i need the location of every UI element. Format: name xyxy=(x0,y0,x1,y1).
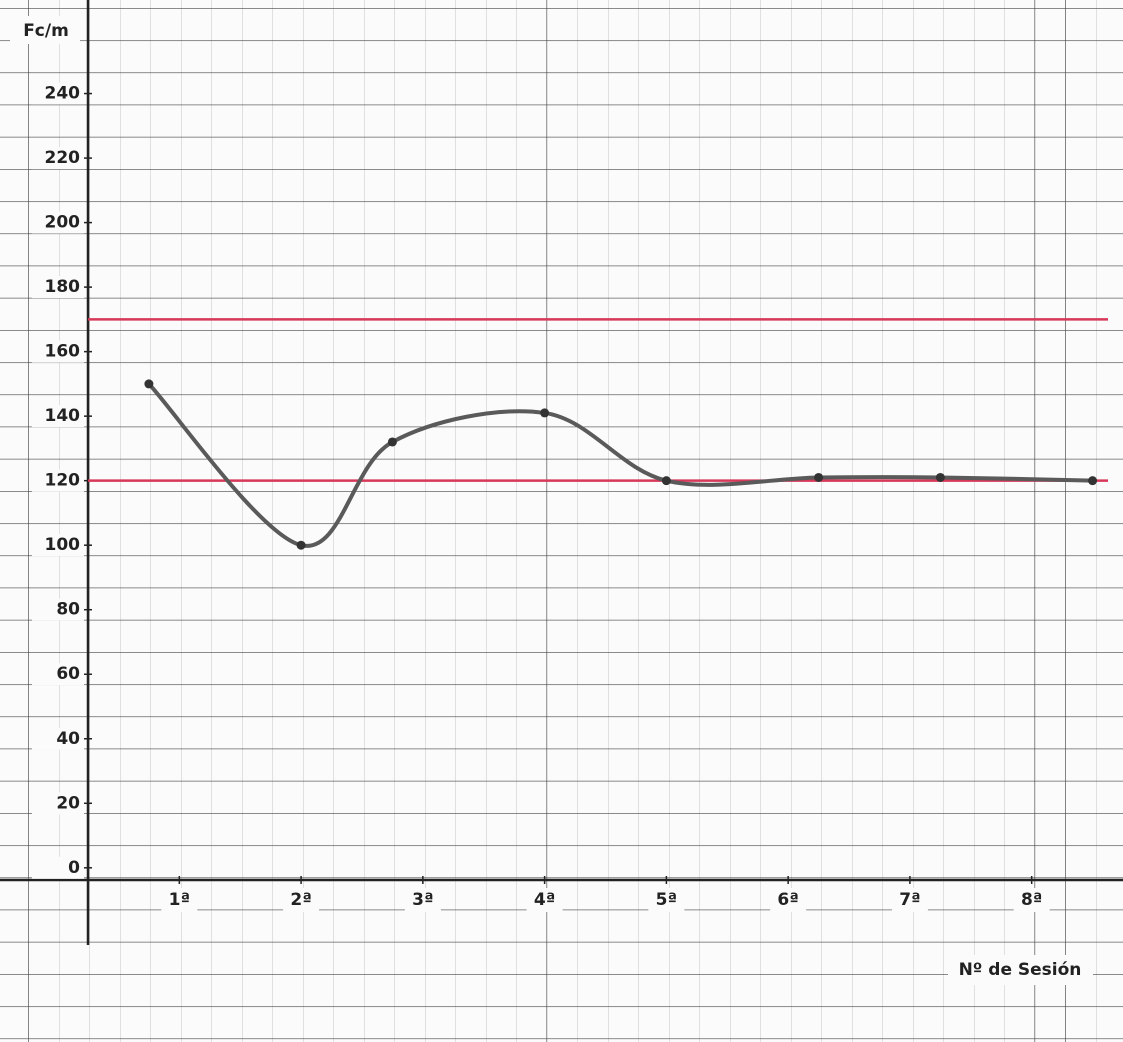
label-bg xyxy=(32,340,84,363)
x-tick-label: 4ª xyxy=(534,890,555,910)
data-point xyxy=(144,379,154,389)
data-point xyxy=(814,472,824,482)
data-point xyxy=(1088,476,1098,486)
data-point xyxy=(387,437,397,447)
label-bg xyxy=(283,888,320,912)
data-point xyxy=(661,476,671,486)
label-bg xyxy=(32,534,84,557)
label-bg xyxy=(32,276,84,299)
x-tick-label: 5ª xyxy=(656,890,677,910)
label-bg xyxy=(32,727,84,750)
y-tick-label: 80 xyxy=(56,600,80,620)
label-bg xyxy=(770,888,807,912)
y-tick-label: 100 xyxy=(45,535,81,555)
y-tick-label: 120 xyxy=(45,471,81,491)
x-tick-label: 7ª xyxy=(899,890,920,910)
y-tick-label: 0 xyxy=(68,858,80,878)
label-bg xyxy=(32,405,84,428)
y-tick-label: 200 xyxy=(45,213,81,233)
x-tick-label: 8ª xyxy=(1021,890,1042,910)
data-point xyxy=(935,472,945,482)
y-tick-label: 180 xyxy=(45,277,81,297)
label-bg xyxy=(1013,888,1050,912)
y-tick-label: 40 xyxy=(56,729,80,749)
label-bg xyxy=(32,792,84,815)
label-bg xyxy=(32,82,84,105)
y-tick-label: 220 xyxy=(45,148,81,168)
label-bg xyxy=(948,955,1093,985)
label-bg xyxy=(891,888,928,912)
y-tick-label: 20 xyxy=(56,793,80,813)
x-tick-label: 2ª xyxy=(290,890,311,910)
label-bg xyxy=(526,888,563,912)
label-bg xyxy=(404,888,441,912)
x-tick-label: 3ª xyxy=(412,890,433,910)
label-bg xyxy=(161,888,198,912)
label-bg xyxy=(32,598,84,621)
x-tick-label: 6ª xyxy=(777,890,798,910)
label-bg xyxy=(32,856,84,879)
data-point xyxy=(540,408,550,418)
y-tick-label: 60 xyxy=(56,664,80,684)
y-axis-title: Fc/m xyxy=(23,21,69,41)
label-bg xyxy=(10,16,80,44)
label-bg xyxy=(32,147,84,170)
y-tick-label: 140 xyxy=(45,406,81,426)
label-bg xyxy=(32,211,84,234)
label-bg xyxy=(648,888,685,912)
x-tick-label: 1ª xyxy=(169,890,190,910)
y-tick-label: 160 xyxy=(45,342,81,362)
label-bg xyxy=(32,469,84,492)
data-point xyxy=(296,540,306,550)
y-tick-label: 240 xyxy=(45,84,81,104)
label-bg xyxy=(32,663,84,686)
x-axis-title: Nº de Sesión xyxy=(959,960,1082,980)
